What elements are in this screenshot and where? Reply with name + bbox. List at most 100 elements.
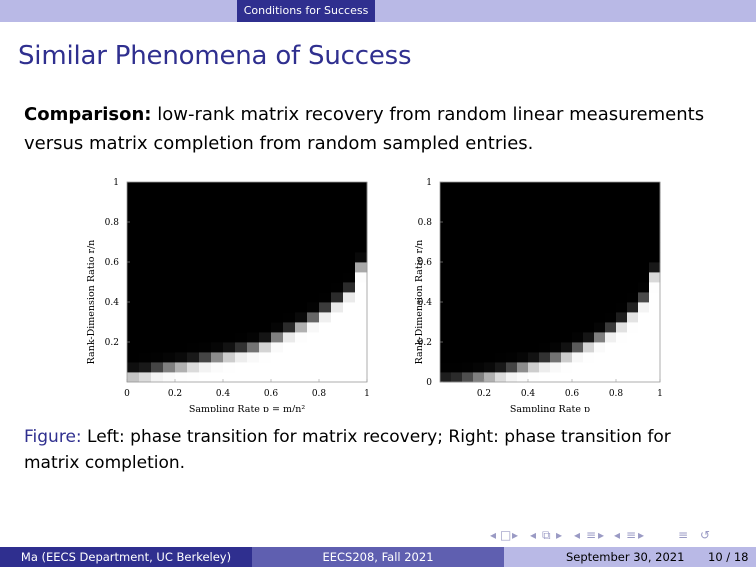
heatmap-cell xyxy=(247,202,260,213)
heatmap-cell xyxy=(649,372,661,383)
heatmap-cell xyxy=(473,282,485,293)
header-bar: Conditions for Success xyxy=(0,0,756,22)
nav-section-icon[interactable]: ≡ xyxy=(586,528,597,542)
heatmap-cell xyxy=(343,262,356,273)
heatmap-cell xyxy=(605,332,617,343)
heatmap-cell xyxy=(451,362,463,373)
heatmap-cell xyxy=(517,272,529,283)
nav-subsection-right-icon[interactable]: ▸ xyxy=(556,528,563,542)
nav-subsub-left-icon[interactable]: ◂ xyxy=(614,528,621,542)
heatmap-cell xyxy=(638,312,650,323)
heatmap-cell xyxy=(307,192,320,203)
heatmap-cell xyxy=(572,272,584,283)
heatmap-cell xyxy=(495,222,507,233)
heatmap-cell xyxy=(151,342,164,353)
heatmap-cells xyxy=(127,182,368,383)
heatmap-cell xyxy=(451,232,463,243)
nav-subsub-right-icon[interactable]: ▸ xyxy=(638,528,645,542)
heatmap-cell xyxy=(283,352,296,363)
heatmap-cell xyxy=(319,312,332,323)
heatmap-cell xyxy=(583,242,595,253)
heatmap-cell xyxy=(649,322,661,333)
y-tick-label: 1 xyxy=(113,178,119,188)
nav-frame-right-icon[interactable]: ▸ xyxy=(512,528,519,542)
heatmap-cell xyxy=(259,192,272,203)
heatmap-cell xyxy=(187,232,200,243)
heatmap-cell xyxy=(561,222,573,233)
heatmap-cell xyxy=(163,312,176,323)
heatmap-cell xyxy=(473,232,485,243)
heatmap-cell xyxy=(235,192,248,203)
heatmap-cell xyxy=(627,222,639,233)
heatmap-cell xyxy=(235,252,248,263)
heatmap-cell xyxy=(355,222,368,233)
heatmap-cell xyxy=(307,272,320,283)
heatmap-cell xyxy=(638,302,650,313)
heatmap-cell xyxy=(139,282,152,293)
heatmap-cell xyxy=(223,192,236,203)
nav-subsection-left-icon[interactable]: ◂ xyxy=(530,528,537,542)
heatmap-cell xyxy=(271,372,284,383)
heatmap-cell xyxy=(594,272,606,283)
heatmap-cell xyxy=(616,352,628,363)
nav-subsub-icon[interactable]: ≡ xyxy=(626,528,637,542)
heatmap-cell xyxy=(616,322,628,333)
nav-search-icon[interactable]: ↺ xyxy=(700,528,711,542)
heatmap-cell xyxy=(235,332,248,343)
heatmap-cell xyxy=(649,302,661,313)
heatmap-cell xyxy=(605,362,617,373)
heatmap-cell xyxy=(462,302,474,313)
heatmap-cell xyxy=(627,352,639,363)
nav-subsection-icon[interactable]: ⧉ xyxy=(542,528,551,542)
heatmap-cell xyxy=(223,302,236,313)
heatmap-cell xyxy=(223,332,236,343)
heatmap-cell xyxy=(199,282,212,293)
heatmap-cell xyxy=(199,342,212,353)
heatmap-cell xyxy=(307,282,320,293)
heatmap-cell xyxy=(649,202,661,213)
heatmap-cell xyxy=(175,372,188,383)
heatmap-cell xyxy=(616,262,628,273)
nav-section-right-icon[interactable]: ▸ xyxy=(598,528,605,542)
nav-align-icon[interactable]: ≡ xyxy=(678,528,689,542)
heatmap-cell xyxy=(139,272,152,283)
heatmap-cell xyxy=(295,372,308,383)
heatmap-cell xyxy=(331,302,344,313)
heatmap-cell xyxy=(295,272,308,283)
heatmap-cell xyxy=(319,292,332,303)
heatmap-cell xyxy=(462,232,474,243)
heatmap-cell xyxy=(506,332,518,343)
heatmap-cell xyxy=(484,272,496,283)
heatmap-cell xyxy=(283,252,296,263)
heatmap-cell xyxy=(495,262,507,273)
heatmap-cell xyxy=(331,282,344,293)
heatmap-cell xyxy=(223,222,236,233)
heatmap-cell xyxy=(594,332,606,343)
x-tick-label: 0.4 xyxy=(521,389,536,399)
heatmap-cell xyxy=(495,272,507,283)
heatmap-cell xyxy=(355,292,368,303)
heatmap-cell xyxy=(627,332,639,343)
heatmap-cell xyxy=(561,282,573,293)
heatmap-cell xyxy=(295,362,308,373)
heatmap-cell xyxy=(127,322,140,333)
y-axis-label: Rank-Dimension Ratio r/n xyxy=(86,240,97,365)
heatmap-cell xyxy=(187,222,200,233)
heatmap-cell xyxy=(506,282,518,293)
heatmap-cell xyxy=(495,212,507,223)
heatmap-cell xyxy=(539,182,551,193)
nav-frame-left-icon[interactable]: ◂ xyxy=(490,528,497,542)
heatmap-cell xyxy=(451,342,463,353)
heatmap-cell xyxy=(163,232,176,243)
y-tick-label: 0.6 xyxy=(418,258,433,268)
heatmap-cell xyxy=(473,302,485,313)
heatmap-cell xyxy=(572,282,584,293)
heatmap-cell xyxy=(561,202,573,213)
heatmap-cell xyxy=(649,342,661,353)
heatmap-cell xyxy=(495,362,507,373)
heatmap-cell xyxy=(211,282,224,293)
nav-section-left-icon[interactable]: ◂ xyxy=(574,528,581,542)
heatmap-cell xyxy=(594,362,606,373)
nav-frame-icon[interactable]: □ xyxy=(500,528,512,542)
heatmap-cell xyxy=(638,332,650,343)
